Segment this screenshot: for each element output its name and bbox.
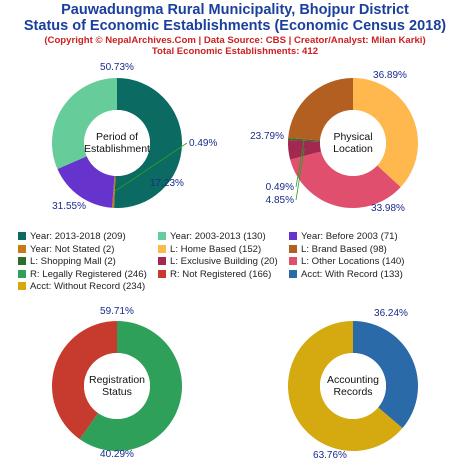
donut-slice [112,175,116,208]
legend-swatch [18,232,26,240]
legend-swatch [158,244,166,253]
donut-slice [52,321,117,440]
legend-swatch [18,282,26,290]
legend-item: L: Other Locations (140) [289,256,404,267]
legend-label: Acct: Without Record (234) [30,281,146,292]
donut-slice [57,156,115,208]
legend-row: Acct: Without Record (234) [18,281,458,294]
legend-label: R: Legally Registered (246) [30,268,147,280]
copyright-line: (Copyright © NepalArchives.Com | Data So… [44,35,426,46]
legend-label: Year: 2003-2013 (130) [170,231,266,242]
legend-item: L: Brand Based (98) [289,244,387,255]
slice-percent-label: 0.49% [189,138,217,149]
donut-slice [287,321,403,451]
legend-item: Acct: With Record (133) [289,269,403,280]
legend-item: Year: Not Stated (2) [18,244,114,255]
legend-swatch [18,269,26,278]
donut-slice [353,78,419,188]
legend-swatch [158,269,166,278]
slice-percent-label: 36.89% [373,70,407,81]
slice-percent-label: 4.85% [266,195,294,206]
donut-slice [290,151,401,209]
chart-header: Pauwadungma Rural Municipality, Bhojpur … [0,2,470,57]
donut-hole [84,110,150,176]
legend-label: L: Brand Based (98) [301,243,387,255]
legend-swatch [289,257,297,265]
legend-label: Year: Not Stated (2) [30,243,115,255]
donut-hole [84,353,150,419]
legend-swatch [289,232,297,240]
legend-label: Year: 2013-2018 (209) [30,231,126,242]
slice-percent-label: 59.71% [100,306,134,317]
legend-item: Acct: Without Record (234) [18,281,145,292]
center-label: Establishment [84,143,150,155]
center-label: Registration [89,374,145,386]
legend-label: L: Exclusive Building (20) [170,256,278,267]
legend-item: Year: 2013-2018 (209) [18,231,126,242]
legend-label: Acct: With Record (133) [301,268,403,280]
total-line: Total Economic Establishments: 412 [151,46,319,57]
legend-item: L: Shopping Mall (2) [18,256,116,267]
slice-percent-label: 40.29% [100,449,134,460]
legend-row: Year: 2013-2018 (209) Year: 2003-2013 (13… [18,231,458,244]
legend-swatch [18,244,26,253]
legend-swatch [289,244,297,253]
title-line-1: Pauwadungma Rural Municipality, Bhojpur … [61,2,409,18]
donut-hole [320,110,386,176]
legend-item: L: Exclusive Building (20) [158,256,278,267]
donut-slice [288,78,353,141]
legend-swatch [289,269,297,278]
legend-item: Year: 2003-2013 (130) [158,231,266,242]
slice-percent-label: 33.98% [371,203,405,214]
center-label: Period of [96,131,138,143]
center-label: Location [333,143,373,155]
leader-line [113,142,188,193]
slice-percent-label: 0.49% [266,182,294,193]
slice-percent-label: 23.79% [250,131,284,142]
legend-row: R: Legally Registered (246) R: Not Regist… [18,269,458,282]
slice-percent-label: 17.23% [150,178,184,189]
legend-label: R: Not Registered (166) [170,268,272,280]
legend-swatch [158,257,166,265]
center-label: Physical [333,131,372,143]
slice-percent-label: 50.73% [100,62,134,73]
slice-percent-label: 63.76% [313,450,347,461]
title-line-2: Status of Economic Establishments (Econo… [23,18,447,34]
slice-percent-label: 31.55% [52,201,86,212]
leader-line [295,139,305,188]
legend-item: R: Not Registered (166) [158,269,271,280]
legend-item: R: Legally Registered (246) [18,269,147,280]
donut-slice [114,78,183,208]
donut-slice [51,78,117,170]
slice-percent-label: 36.24% [374,308,408,319]
donut-slice [353,321,418,429]
legend-label: L: Shopping Mall (2) [30,256,116,267]
donut-hole [320,353,386,419]
legend-item: Year: Before 2003 (71) [289,231,398,242]
leader-line [295,148,305,201]
legend: Year: 2013-2018 (209) Year: 2003-2013 (13… [18,231,458,294]
legend-swatch [158,232,166,240]
legend-label: L: Home Based (152) [170,243,262,255]
donut-slice [288,138,321,142]
center-label: Status [102,386,132,398]
donut-slice [79,321,182,452]
legend-label: Year: Before 2003 (71) [301,231,398,242]
legend-label: L: Other Locations (140) [301,256,405,267]
center-label: Records [333,386,372,398]
legend-item: L: Home Based (152) [158,244,261,255]
legend-row: Year: Not Stated (2) L: Home Based (152) L… [18,244,458,257]
legend-row: L: Shopping Mall (2) L: Exclusive Buildin… [18,256,458,269]
center-label: Accounting [327,374,379,386]
donut-slice [287,140,322,160]
legend-swatch [18,257,26,265]
